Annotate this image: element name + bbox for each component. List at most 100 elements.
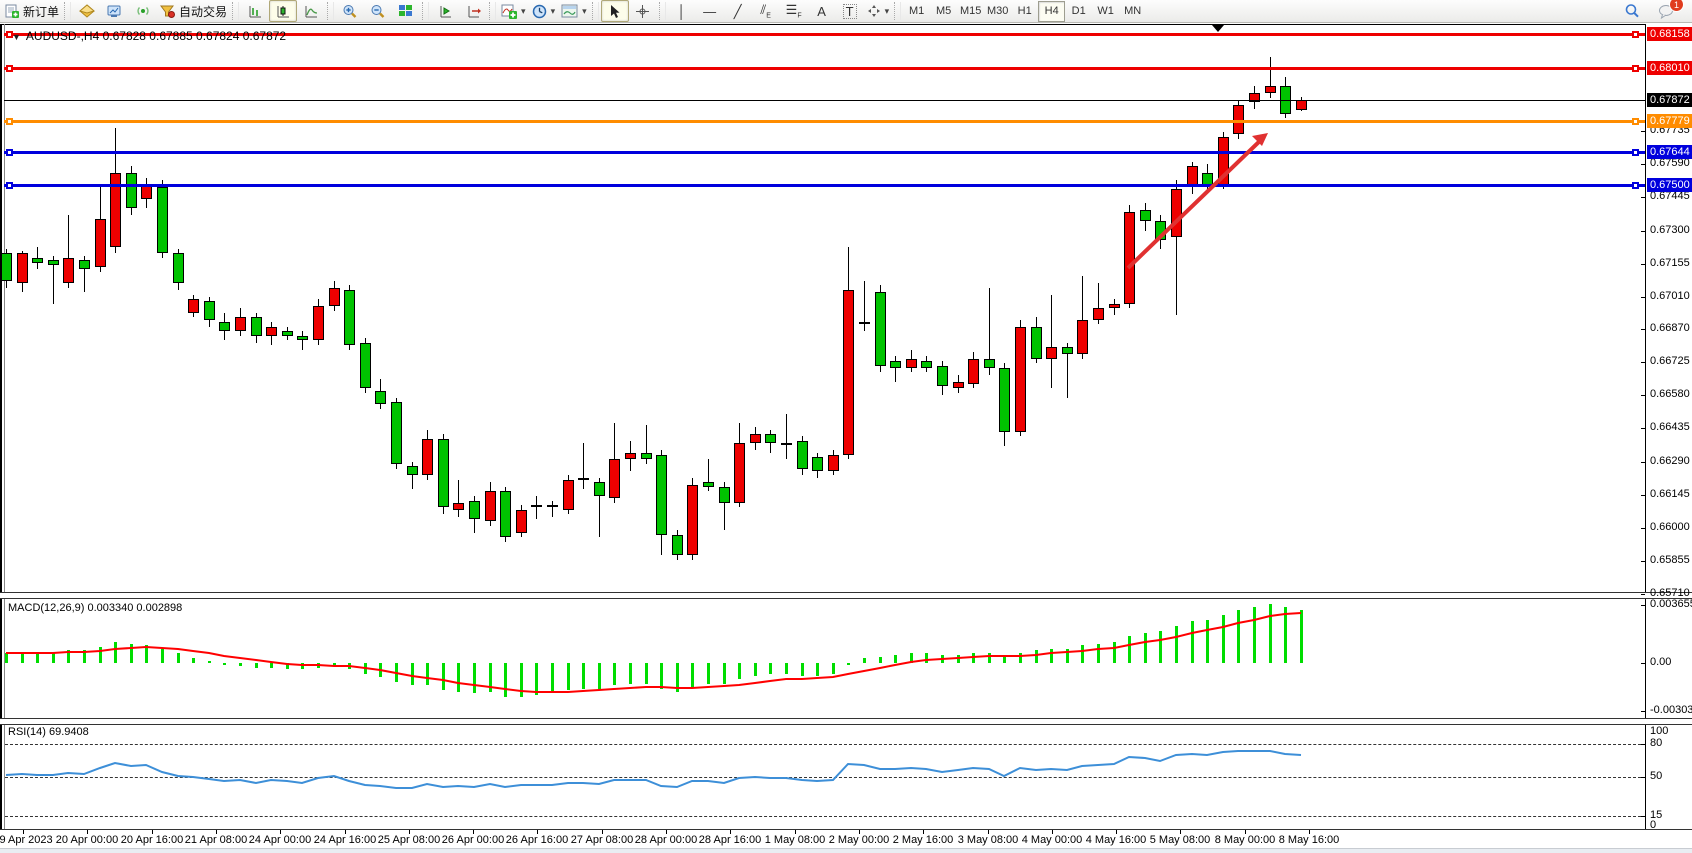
tile-windows-button[interactable] [392,0,420,22]
time-axis-tick [730,830,731,834]
timeframe-button-m15[interactable]: M15 [959,5,982,17]
timeframe-button-m30[interactable]: M30 [986,5,1009,17]
arrows-dropdown-caret[interactable]: ▾ [884,5,890,16]
chart-shift-button[interactable] [459,0,487,22]
line-drag-handle[interactable] [1632,65,1639,72]
templates-button[interactable]: ▾ [558,0,590,22]
price-axis-label: 0.66870 [1650,322,1690,334]
macd-histogram-bar [676,663,679,692]
rsi-axis-label: 0 [1650,819,1657,831]
macd-histogram-bar [598,663,601,689]
horizontal-line-object[interactable] [4,151,1645,154]
macd-histogram-bar [177,653,180,663]
horizontal-line-button[interactable]: — [696,0,724,22]
candle [251,317,262,336]
macd-histogram-bar [442,663,445,690]
bar-chart-button[interactable] [241,0,269,22]
timeframe-button-w1[interactable]: W1 [1097,5,1114,17]
indicators-dropdown-caret[interactable]: ▾ [521,5,526,16]
chart-window[interactable]: ▼ AUDUSD-,H4 0.67828 0.67885 0.67824 0.67… [0,23,1692,853]
line-drag-handle[interactable] [6,149,13,156]
zoom-in-button[interactable] [336,0,364,22]
line-drag-handle[interactable] [6,31,13,38]
text-tool-icon: A [817,3,826,19]
macd-axis-tick [1641,663,1645,664]
candle [578,478,589,480]
price-axis-tick [1641,197,1645,198]
metaeditor-button[interactable] [73,0,101,22]
candle [313,306,324,340]
horizontal-line-object[interactable] [4,67,1645,70]
timeframe-button-h4[interactable]: H4 [1038,0,1066,22]
periods-clock-button[interactable]: ▾ [529,0,559,22]
timeframe-button-d1[interactable]: D1 [1071,5,1086,17]
line-drag-handle[interactable] [6,65,13,72]
candle [516,510,527,533]
price-axis-label: 0.66725 [1650,355,1690,367]
auto-scroll-button[interactable] [431,0,459,22]
candle-wick [552,501,553,517]
templates-dropdown-caret[interactable]: ▾ [582,5,587,16]
line-chart-button[interactable] [297,0,325,22]
metaeditor-icon [78,4,96,18]
time-axis-tick [345,830,346,834]
line-drag-handle[interactable] [1632,118,1639,125]
auto-trading-button[interactable]: 自动交易 [157,0,230,22]
crosshair-button[interactable] [629,0,657,22]
macd-histogram-bar [832,663,835,674]
crosshair-icon [635,4,650,19]
rsi-line [5,750,1302,789]
text-tool-button[interactable]: A [808,0,836,22]
horizontal-line-object[interactable] [4,120,1645,123]
line-drag-handle[interactable] [1632,31,1639,38]
time-axis-label: 3 May 08:00 [957,834,1019,846]
candle-wick [989,288,990,375]
zoom-out-button[interactable] [364,0,392,22]
timeframe-button-m5[interactable]: M5 [936,5,952,17]
macd-histogram-bar [894,655,897,663]
timeframe-button-m1[interactable]: M1 [909,5,925,17]
rsi-axis-tick [1641,777,1645,778]
trendline-button[interactable]: ╱ [724,0,752,22]
macd-histogram-bar [879,657,882,663]
horizontal-line-object[interactable] [4,184,1645,187]
arrows-tool-button[interactable]: ▾ [864,0,893,22]
indicators-button[interactable]: ▾ [498,0,529,22]
line-drag-handle[interactable] [1632,182,1639,189]
macd-histogram-bar [1097,644,1100,663]
candle-wick [599,478,600,537]
timeframe-button-mn[interactable]: MN [1124,5,1142,17]
candle-wick [1051,295,1052,388]
text-label-button[interactable]: T [836,0,864,22]
macd-histogram-bar [223,663,226,665]
candle [594,482,605,496]
macd-histogram-bar [957,655,960,663]
line-drag-handle[interactable] [1632,149,1639,156]
line-drag-handle[interactable] [6,118,13,125]
search-button[interactable] [1618,0,1646,22]
candle [63,258,74,283]
macd-axis-tick [1641,605,1645,606]
terminal-button[interactable] [101,0,129,22]
candle [672,535,683,555]
candle [453,503,464,510]
line-drag-handle[interactable] [6,182,13,189]
candle [656,455,667,535]
horizontal-line-object[interactable] [4,33,1645,36]
candle [422,439,433,475]
timeframe-button-h1[interactable]: H1 [1017,5,1032,17]
cursor-button[interactable] [600,0,629,22]
candle [173,253,184,283]
new-order-button[interactable]: 新订单 [2,0,62,22]
trend-arrow-object[interactable] [1126,135,1266,270]
vertical-line-button[interactable]: │ [668,0,696,22]
equidistant-channel-button[interactable]: ⫽E [752,0,780,22]
notifications-button[interactable]: 1 [1652,0,1684,22]
price-axis-label: 0.66145 [1650,488,1690,500]
price-badge: 0.68158 [1647,27,1692,41]
fibonacci-button[interactable]: ☰F [780,0,808,22]
candle-wick [53,256,54,304]
candlestick-chart-button[interactable] [269,0,298,22]
signals-button[interactable] [129,0,157,22]
periods-dropdown-caret[interactable]: ▾ [550,5,556,16]
